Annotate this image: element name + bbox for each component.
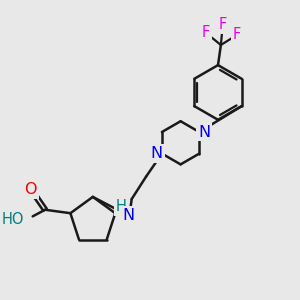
Text: F: F bbox=[232, 27, 241, 42]
Text: F: F bbox=[218, 17, 226, 32]
Text: O: O bbox=[24, 182, 37, 197]
Text: F: F bbox=[202, 26, 210, 40]
Text: N: N bbox=[123, 208, 135, 223]
Text: N: N bbox=[151, 146, 163, 161]
Text: HO: HO bbox=[2, 212, 24, 227]
Text: N: N bbox=[198, 124, 211, 140]
Text: H: H bbox=[115, 199, 126, 214]
